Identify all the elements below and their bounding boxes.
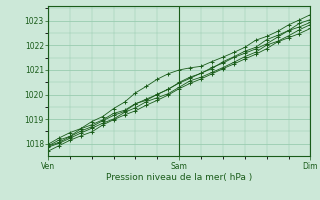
X-axis label: Pression niveau de la mer( hPa ): Pression niveau de la mer( hPa )	[106, 173, 252, 182]
